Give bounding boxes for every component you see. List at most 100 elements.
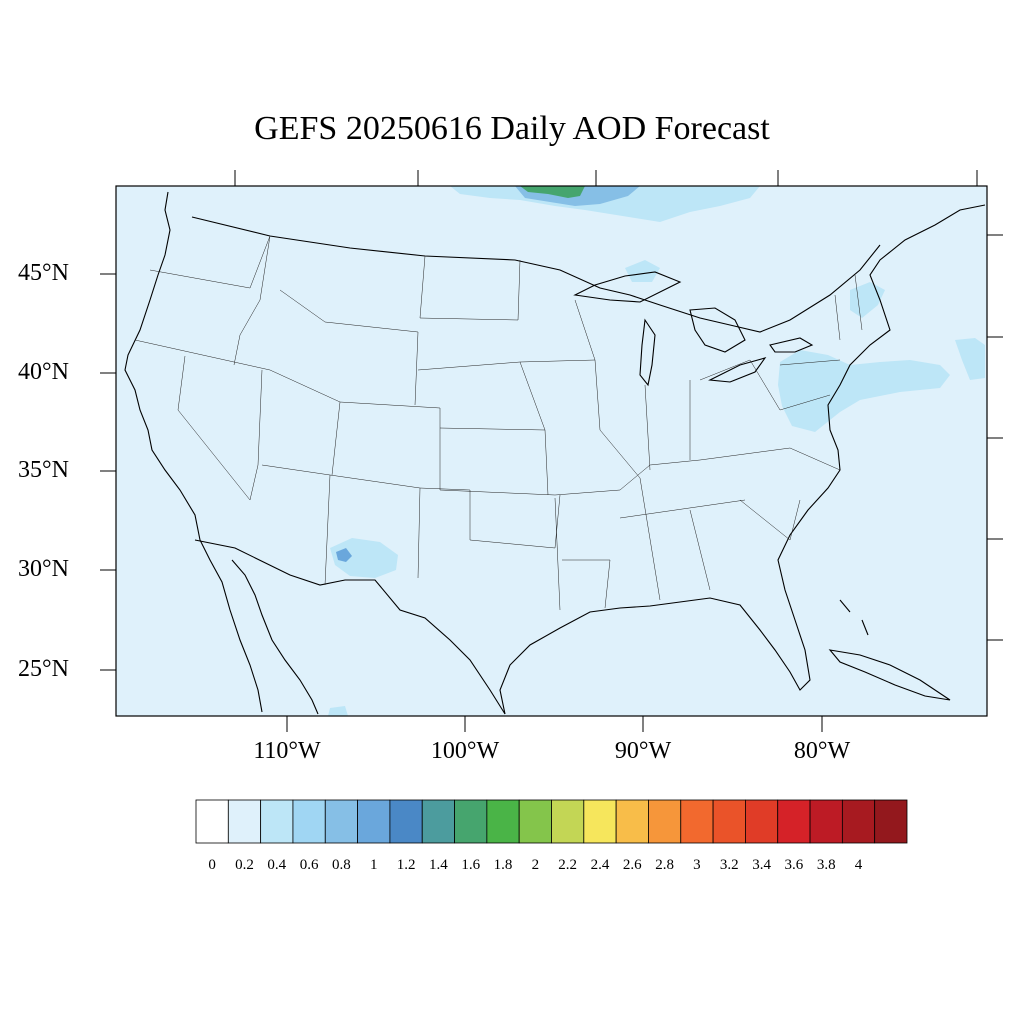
colorbar-tick-label: 0.2: [235, 857, 254, 873]
state-line: [834, 294, 841, 341]
colorbar-swatch: [260, 799, 294, 844]
colorbar-tick-label: 0.6: [299, 857, 319, 873]
coastline-gulf: [499, 204, 986, 715]
aod-region-east-edge: [955, 338, 985, 380]
state-line: [279, 289, 326, 323]
state-line: [324, 321, 419, 406]
lat-label-45n: 45°N: [18, 260, 69, 286]
colorbar-tick-label: 3.4: [752, 857, 771, 873]
state-line: [739, 499, 801, 541]
lake-ontario: [769, 337, 814, 353]
state-line: [519, 359, 641, 479]
lake-erie: [708, 357, 767, 383]
state-line: [854, 274, 863, 331]
colorbar-swatch: [551, 799, 585, 844]
top-ticks: [234, 170, 978, 186]
colorbar-swatch: [357, 799, 391, 844]
colorbar-tick-label: 0.8: [332, 857, 351, 873]
right-ticks: [987, 234, 1003, 641]
state-line: [689, 509, 711, 591]
colorbar-tick-label: 2.4: [590, 857, 610, 873]
lake-michigan: [639, 318, 656, 387]
colorbar-swatch: [486, 799, 520, 844]
aod-region-northeast-plume: [778, 350, 950, 432]
lon-label-80w: 80°W: [793, 738, 851, 764]
state-line: [419, 255, 521, 321]
colorbar-tick-label: 2.6: [622, 857, 642, 873]
colorbar-tick-label: 1.6: [461, 857, 481, 873]
colorbar-tick-label: 0.4: [267, 857, 287, 873]
state-line: [439, 427, 546, 431]
state-line: [134, 339, 621, 496]
state-line: [644, 384, 651, 471]
island-cuba: [828, 649, 951, 701]
lat-label-25n: 25°N: [18, 656, 69, 682]
state-line: [331, 401, 341, 476]
lon-label-90w: 90°W: [614, 738, 672, 764]
map-frame: [115, 185, 988, 717]
state-line: [177, 355, 263, 501]
map-outlines: [124, 191, 986, 715]
colorbar-swatch: [518, 799, 552, 844]
state-line: [619, 447, 841, 491]
state-line: [574, 299, 596, 361]
colorbar-tick-label: 1.2: [396, 857, 416, 873]
colorbar-tick-label: 1.4: [429, 857, 448, 873]
colorbar-tick-label: 3: [693, 857, 701, 873]
colorbar-swatch: [324, 799, 358, 844]
colorbar-tick-label: 3.2: [719, 857, 739, 873]
lon-label-100w: 100°W: [430, 738, 500, 764]
colorbar-tick-label: 2: [531, 857, 540, 873]
colorbar-swatch: [292, 799, 326, 844]
map-background: [116, 186, 987, 716]
aod-region-canada-north-hotspot: [520, 186, 585, 198]
colorbar-tick-label: 3.6: [784, 857, 804, 873]
colorbar-swatch: [195, 799, 229, 844]
lake-huron: [689, 307, 746, 353]
colorbar-tick-label: 1: [370, 857, 378, 873]
aod-region-new-england-patch-2: [625, 260, 660, 282]
state-line: [639, 477, 661, 601]
colorbar-tick-label: 1.8: [493, 857, 513, 873]
border-mexico-us: [194, 539, 506, 715]
lat-label-40n: 40°N: [18, 359, 69, 385]
state-line: [554, 497, 561, 611]
colorbar-swatch: [680, 799, 714, 844]
colorbar-swatch: [777, 799, 811, 844]
lon-label-110w: 110°W: [253, 738, 321, 764]
aod-region-south-edge: [328, 706, 348, 716]
colorbar-swatch: [841, 799, 876, 844]
lat-label-35n: 35°N: [18, 457, 69, 483]
colorbar-swatch: [874, 799, 908, 844]
map-title: GEFS 20250616 Daily AOD Forecast: [254, 110, 770, 147]
colorbar-swatch: [421, 799, 455, 844]
colorbar-tick-label: 3.8: [816, 857, 836, 873]
colorbar-swatch: [583, 799, 617, 844]
state-line: [562, 559, 611, 609]
colorbar-swatch: [648, 799, 682, 844]
colorbar-swatch: [745, 799, 779, 844]
aod-region-new-mexico-patch: [330, 538, 398, 578]
colorbar-swatch: [454, 799, 488, 844]
colorbar-tick-label: 2.8: [655, 857, 674, 873]
lat-label-30n: 30°N: [18, 556, 69, 582]
state-line: [619, 499, 746, 519]
colorbar-tick-label: 2.2: [558, 857, 578, 873]
left-ticks: [100, 273, 116, 671]
colorbar-swatch: [227, 799, 262, 844]
aod-region-new-mexico-core: [336, 548, 352, 562]
bottom-ticks: [286, 716, 823, 732]
state-borders: [134, 235, 863, 611]
colorbar-swatch: [809, 799, 843, 844]
state-line: [779, 359, 841, 366]
state-line: [779, 394, 831, 411]
state-line: [699, 359, 781, 411]
colorbar: [195, 799, 908, 844]
island-bahamas: [839, 599, 869, 636]
state-line: [149, 235, 271, 289]
coastline-baja: [231, 559, 319, 715]
colorbar-swatch: [712, 799, 746, 844]
colorbar-swatch: [615, 799, 649, 844]
colorbar-tick-label: 0: [208, 857, 216, 873]
